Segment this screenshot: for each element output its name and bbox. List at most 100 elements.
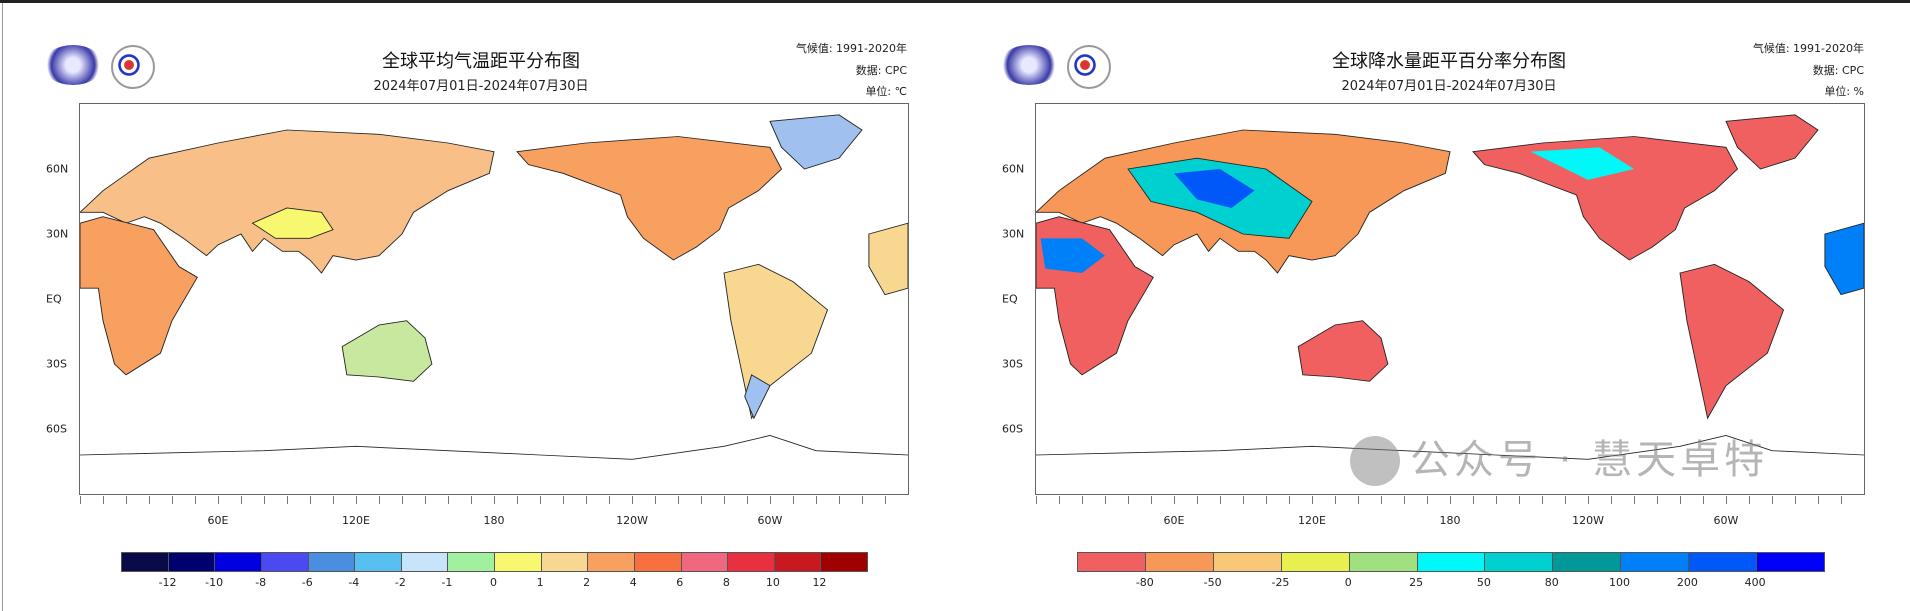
africa-west (1824, 222, 1864, 296)
bcc-logo (1067, 45, 1111, 89)
south-america (723, 263, 829, 420)
colorbar-swatch (681, 553, 729, 571)
temperature-colorbar (121, 552, 868, 572)
lat-label: 30N (46, 227, 69, 241)
window-top-border (0, 0, 1910, 3)
colorbar-label: -25 (1271, 576, 1290, 589)
lat-label: 30N (1002, 227, 1025, 241)
colorbar-swatch (1621, 553, 1690, 571)
colorbar-label: 80 (1544, 576, 1559, 589)
colorbar-swatch (774, 553, 822, 571)
colorbar-swatch (541, 553, 589, 571)
australia (1297, 320, 1389, 382)
colorbar-swatch (1145, 553, 1214, 571)
lat-label: 30S (1002, 357, 1023, 371)
x-axis-ticks (80, 496, 908, 504)
wmo-logo (999, 45, 1059, 85)
precipitation-map-svg (1036, 114, 1864, 460)
lat-label: 60S (46, 422, 67, 436)
colorbar-label: 2 (583, 576, 591, 589)
colorbar-swatch (122, 553, 169, 571)
colorbar-label: -4 (348, 576, 360, 589)
lon-label: 120W (616, 514, 648, 527)
colorbar-swatch (1349, 553, 1418, 571)
colorbar-swatch (1213, 553, 1282, 571)
source-label: 数据: CPC (1812, 64, 1864, 77)
colorbar-label: 8 (722, 576, 730, 589)
precipitation-anomaly-panel: 全球降水量距平百分率分布图 2024年07月01日-2024年07月30日 气候… (999, 0, 1899, 611)
colorbar-label: 1 (536, 576, 544, 589)
lon-label: 120E (1297, 514, 1326, 527)
colorbar-label: -1 (441, 576, 453, 589)
colorbar-label: 12 (812, 576, 827, 589)
na-wet (1530, 147, 1634, 180)
africa (80, 216, 198, 376)
temperature-map-svg (80, 114, 908, 460)
climatology-label: 气候值: 1991-2020年 (795, 42, 907, 55)
chart-title: 全球降水量距平百分率分布图 (1332, 51, 1566, 72)
antarctica-coast (80, 435, 908, 460)
source-label: 数据: CPC (855, 64, 907, 77)
colorbar-label: 0 (1344, 576, 1352, 589)
colorbar-swatch (168, 553, 216, 571)
climatology-label: 气候值: 1991-2020年 (1752, 42, 1864, 55)
southern-cone-cool (744, 374, 771, 420)
colorbar-label: 50 (1476, 576, 1491, 589)
colorbar-label: 400 (1744, 576, 1766, 589)
colorbar-swatch (355, 553, 402, 571)
lat-label: 60N (1002, 162, 1025, 176)
watermark: 公众号 · 慧天卓特 (1410, 437, 1769, 483)
colorbar-swatch (215, 553, 262, 571)
wet-core (1174, 169, 1255, 208)
lon-label: 60E (1163, 514, 1185, 527)
antarctica-coast (1036, 435, 1864, 460)
colorbar-label: 4 (629, 576, 637, 589)
lat-label: 60N (46, 162, 69, 176)
wmo-logo (43, 45, 103, 85)
colorbar-label: -12 (158, 576, 177, 589)
colorbar-swatch (821, 553, 867, 571)
colorbar-swatch (308, 553, 356, 571)
chart-subtitle: 2024年07月01日-2024年07月30日 (1341, 79, 1557, 94)
colorbar-swatch (588, 553, 635, 571)
colorbar-label: -2 (394, 576, 406, 589)
australia (341, 320, 433, 382)
lon-label: 60W (757, 514, 783, 527)
wechat-icon (1350, 436, 1400, 486)
colorbar-swatch (1078, 553, 1146, 571)
chart-title: 全球平均气温距平分布图 (382, 51, 580, 72)
colorbar-swatch (1553, 553, 1622, 571)
colorbar-swatch (261, 553, 309, 571)
colorbar-swatch (1281, 553, 1350, 571)
tibet-region (251, 207, 334, 239)
colorbar-swatch (728, 553, 775, 571)
colorbar-swatch (634, 553, 682, 571)
colorbar-label: 10 (765, 576, 780, 589)
greenland (1725, 114, 1819, 170)
south-america (1679, 263, 1785, 420)
colorbar-swatch (495, 553, 542, 571)
precipitation-map: 60N 30N EQ 30S 60S 60E 120E 180 120W 60W (1002, 103, 1865, 527)
colorbar-label: 6 (676, 576, 684, 589)
colorbar-label: -80 (1135, 576, 1154, 589)
lon-label: 60E (207, 514, 229, 527)
colorbar-swatch (401, 553, 449, 571)
colorbar-swatch (1689, 553, 1758, 571)
colorbar-label: 100 (1609, 576, 1631, 589)
africa-west (868, 222, 908, 296)
temperature-anomaly-panel: 全球平均气温距平分布图 2024年07月01日-2024年07月30日 气候值:… (43, 0, 943, 611)
chart-subtitle: 2024年07月01日-2024年07月30日 (373, 79, 589, 94)
lat-label: EQ (46, 292, 62, 306)
colorbar-label: -6 (301, 576, 313, 589)
unit-label: 单位: ℃ (865, 85, 907, 98)
bcc-logo (111, 45, 155, 89)
colorbar-label: -50 (1203, 576, 1222, 589)
north-america (516, 136, 783, 261)
lon-label: 120E (341, 514, 370, 527)
north-america (1472, 136, 1739, 261)
lon-label: 180 (483, 514, 505, 527)
colorbar-label: -10 (205, 576, 224, 589)
x-axis-ticks (1036, 496, 1864, 504)
colorbar-label: 0 (490, 576, 497, 589)
lon-label: 120W (1572, 514, 1604, 527)
